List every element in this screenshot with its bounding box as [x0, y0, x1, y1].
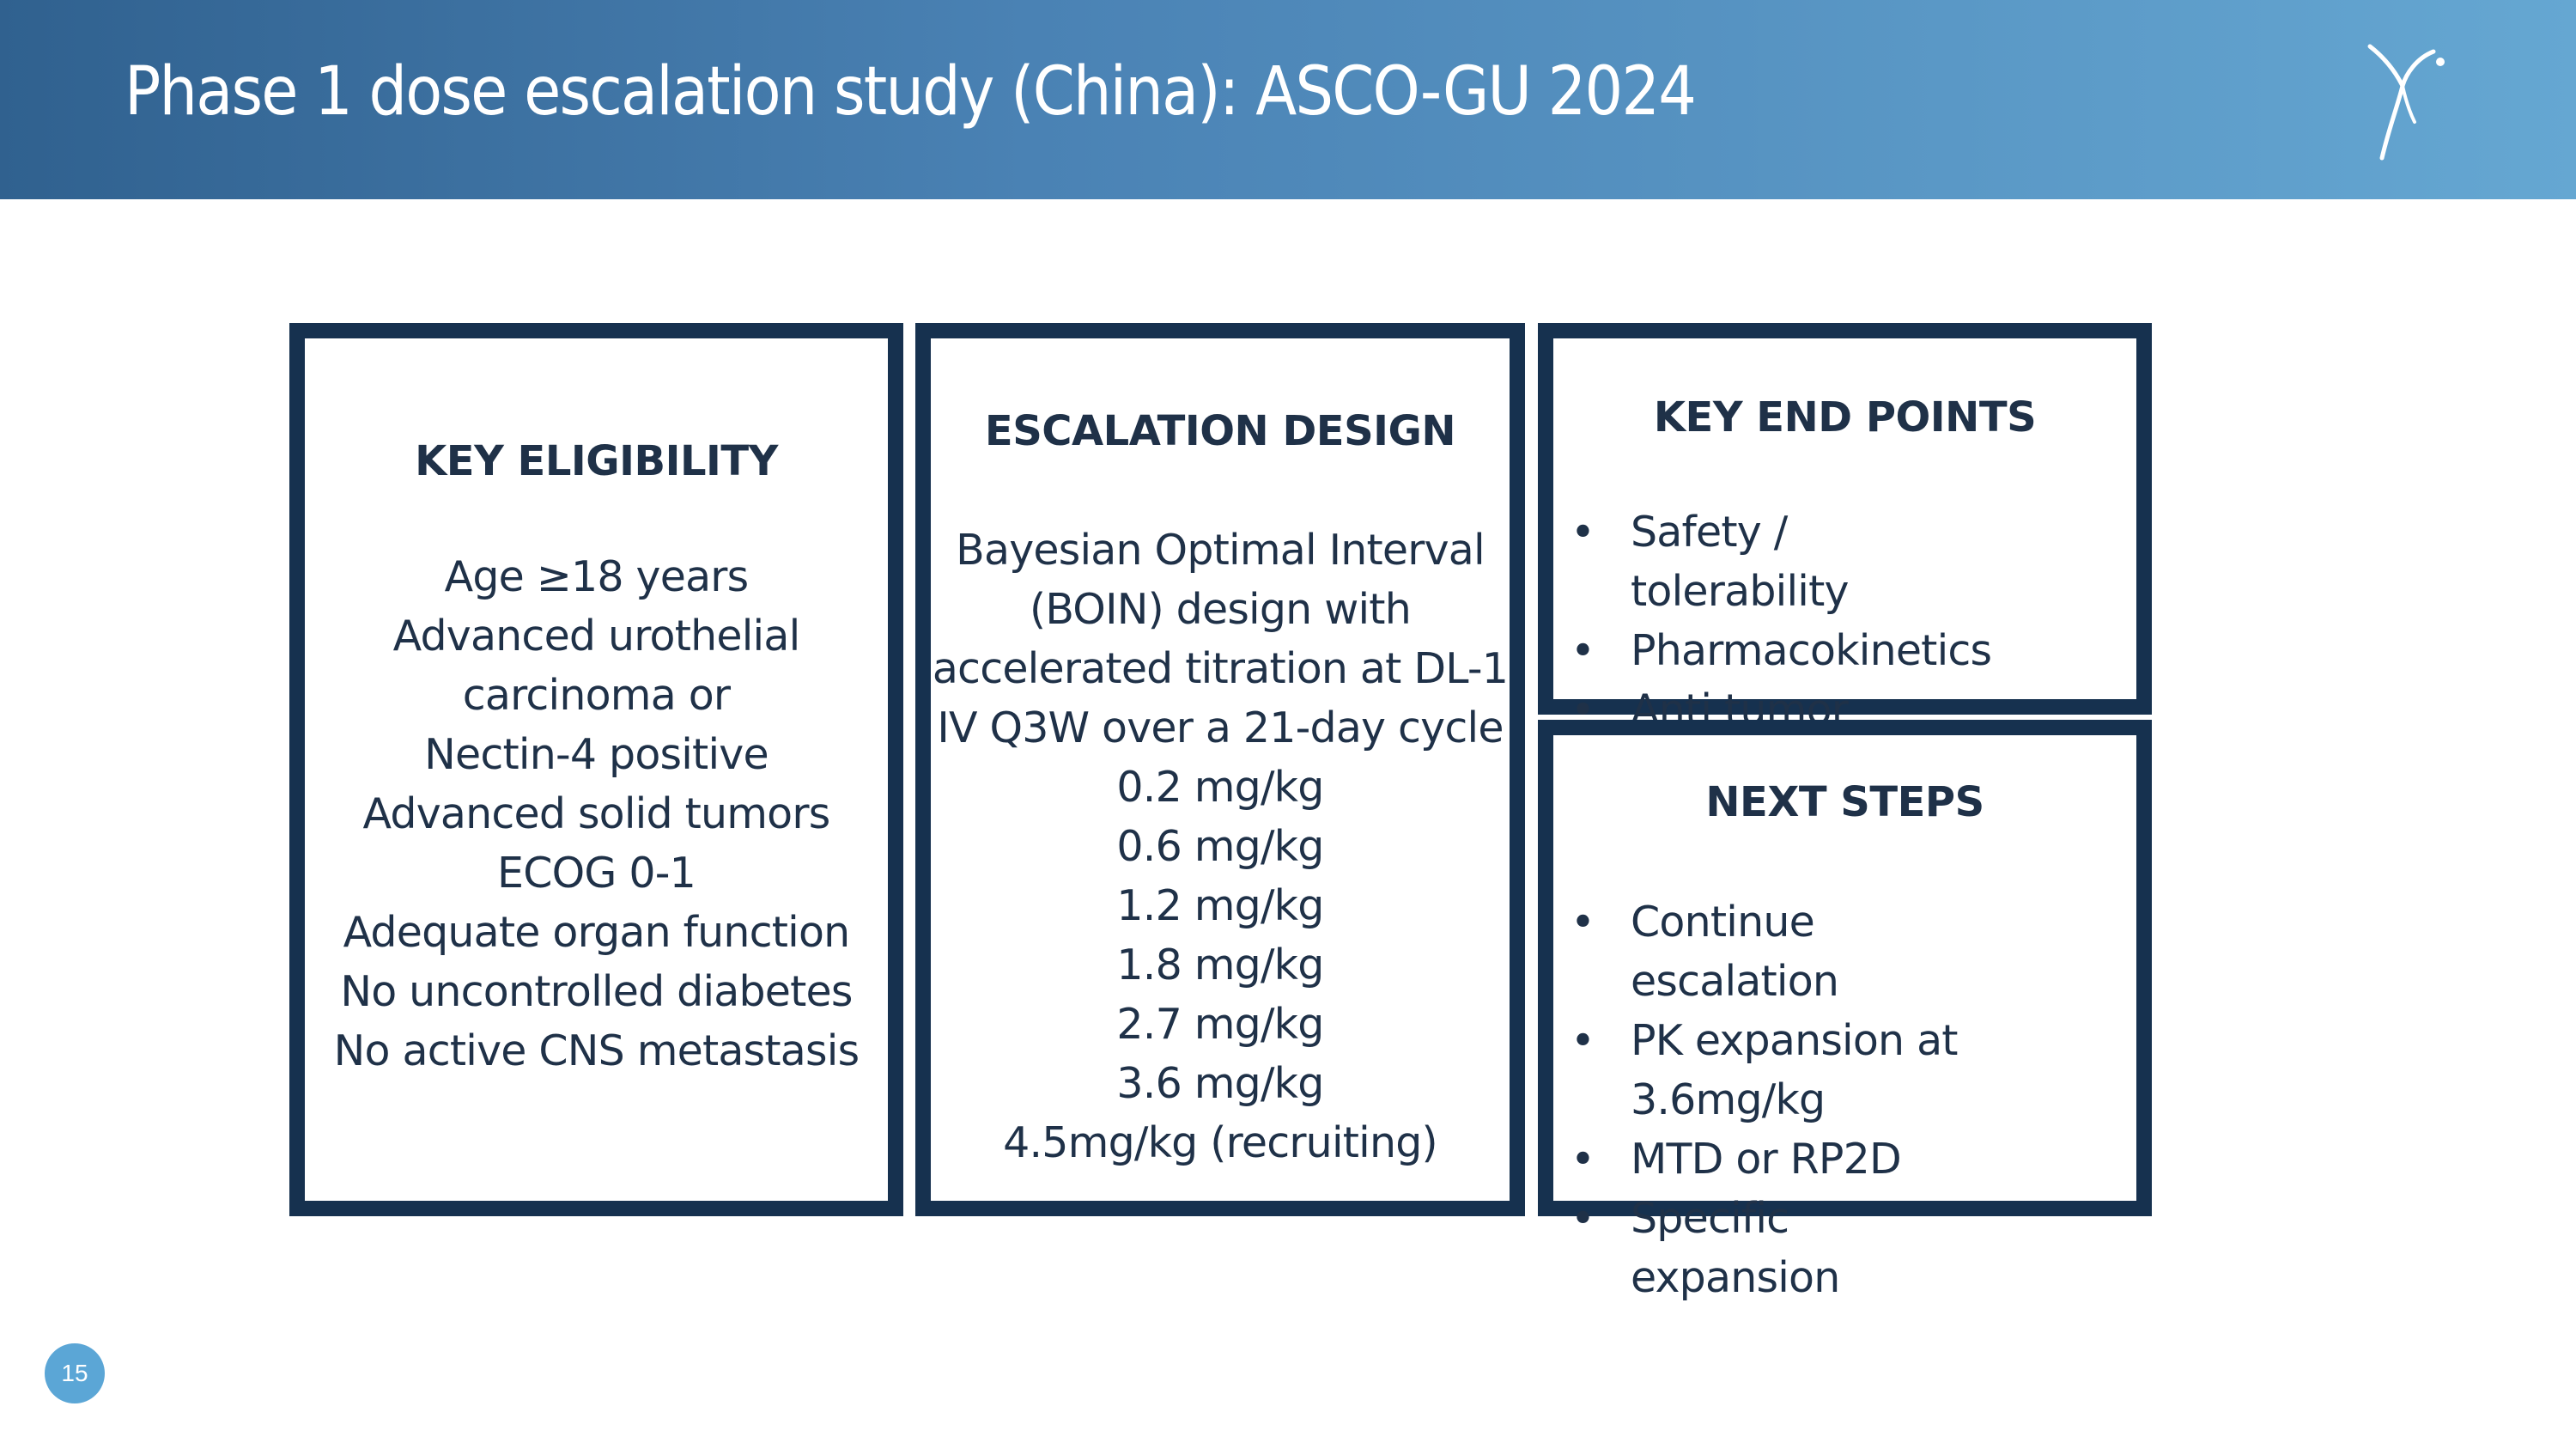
- escalation-design-box: ESCALATION DESIGN Bayesian Optimal Inter…: [915, 323, 1525, 1216]
- list-item: Nectin-4 positive: [424, 730, 769, 779]
- list-item: 3.6 mg/kg: [1116, 1059, 1324, 1108]
- bullet-icon: •: [1571, 626, 1595, 675]
- list-item: No uncontrolled diabetes: [340, 967, 853, 1016]
- list-item: (BOIN) design with: [1030, 585, 1412, 634]
- key-end-points-box: KEY END POINTS • Safety / tolerability • P…: [1538, 323, 2152, 794]
- list-item: 4.5mg/kg (recruiting): [1003, 1118, 1438, 1167]
- list-item: • Continue escalation: [1553, 892, 2136, 1011]
- key-end-points-title: KEY END POINTS: [1653, 393, 2037, 441]
- list-item: IV Q3W over a 21-day cycle: [937, 703, 1504, 752]
- list-item: Advanced solid tumors: [362, 789, 831, 838]
- escalation-design-title: ESCALATION DESIGN: [984, 407, 1456, 455]
- bullet-icon: •: [1571, 1194, 1595, 1243]
- list-item: 0.6 mg/kg: [1116, 822, 1324, 871]
- list-item: • Safety / tolerability: [1553, 502, 2136, 621]
- eligibility-list: Age ≥18 years Advanced urothelial carcin…: [305, 547, 888, 1081]
- list-item: ECOG 0-1: [497, 849, 696, 898]
- list-item: 0.2 mg/kg: [1116, 763, 1324, 812]
- next-steps-box: NEXT STEPS • Continue escalation • PK expa…: [1538, 720, 2152, 1302]
- list-item: 2.7 mg/kg: [1116, 1000, 1324, 1049]
- key-eligibility-box: KEY ELIGIBILITY Age ≥18 years Advanced u…: [289, 323, 903, 1216]
- bullet-icon: •: [1571, 898, 1595, 947]
- bullet-icon: •: [1571, 1135, 1595, 1184]
- list-item: accelerated titration at DL-1: [932, 644, 1509, 693]
- list-item: • PK expansion at 3.6mg/kg: [1553, 1011, 2136, 1129]
- figure-logo-icon: [2367, 44, 2445, 161]
- list-item: Age ≥18 years: [444, 552, 750, 601]
- list-item: • Specific expansion: [1553, 1189, 2136, 1307]
- list-item: • Pharmacokinetics: [1553, 621, 2136, 680]
- bullet-icon: •: [1571, 508, 1595, 557]
- next-steps-title: NEXT STEPS: [1705, 778, 1984, 826]
- page-title: Phase 1 dose escalation study (China): A…: [125, 53, 1697, 131]
- escalation-list: Bayesian Optimal Interval (BOIN) design …: [931, 521, 1510, 1172]
- list-item: • MTD or RP2D: [1553, 1129, 2136, 1189]
- page-number-badge: 15: [45, 1343, 105, 1403]
- list-item: Adequate organ function: [343, 908, 851, 957]
- next-steps-list: • Continue escalation • PK expansion at 3.…: [1553, 892, 2136, 1307]
- header-bar: Phase 1 dose escalation study (China): A…: [0, 0, 2576, 199]
- list-item: carcinoma or: [462, 671, 731, 720]
- list-item: Advanced urothelial: [392, 612, 801, 661]
- key-eligibility-title: KEY ELIGIBILITY: [415, 437, 778, 485]
- list-item: Bayesian Optimal Interval: [956, 526, 1485, 575]
- list-item: No active CNS metastasis: [333, 1026, 860, 1075]
- list-item: 1.2 mg/kg: [1116, 881, 1324, 930]
- bullet-icon: •: [1571, 1016, 1595, 1065]
- list-item: 1.8 mg/kg: [1116, 941, 1324, 989]
